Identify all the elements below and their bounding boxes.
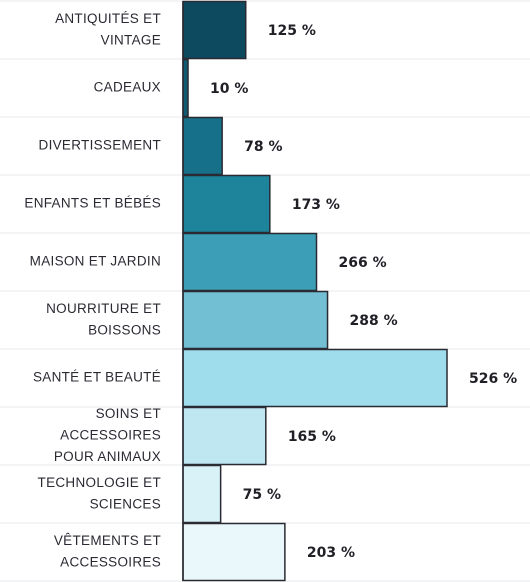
- category-labels: ANTIQUITÉS ET VINTAGE CADEAUX DIVERTISSEMEN…: [24, 11, 161, 570]
- category-label: VÊTEMENTS ET ACCESSOIRES: [54, 533, 161, 570]
- category-label: SANTÉ ET BEAUTÉ: [33, 370, 161, 385]
- value-label: 165 %: [288, 429, 336, 445]
- value-label: 266 %: [339, 255, 387, 271]
- value-label: 288 %: [350, 313, 398, 329]
- bar: [182, 464, 222, 524]
- category-label: SOINS ET ACCESSOIRES POUR ANIMAUX: [54, 406, 161, 464]
- category-label: NOURRITURE ET BOISSONS: [46, 301, 161, 338]
- category-label: TECHNOLOGIE ET SCIENCES: [38, 475, 161, 512]
- value-label: 203 %: [307, 545, 355, 561]
- bar: [182, 406, 267, 466]
- category-label: MAISON ET JARDIN: [30, 254, 161, 269]
- category-label: DIVERTISSEMENT: [39, 138, 161, 153]
- value-labels: 125 % 10 % 78 % 173 % 266 % 288 % 526 % 165 % 75…: [210, 23, 517, 561]
- value-label: 526 %: [469, 371, 517, 387]
- value-label: 75 %: [243, 487, 281, 503]
- category-label: CADEAUX: [94, 80, 161, 95]
- value-label: 10 %: [210, 81, 248, 97]
- value-label: 78 %: [244, 139, 282, 155]
- bar: [182, 116, 223, 176]
- bar: [182, 58, 189, 118]
- category-label: ENFANTS ET BÉBÉS: [24, 196, 161, 211]
- category-label: ANTIQUITÉS ET VINTAGE: [55, 11, 161, 48]
- bar: [182, 232, 318, 292]
- value-label: 125 %: [268, 23, 316, 39]
- bar: [182, 290, 329, 350]
- bar: [182, 522, 286, 582]
- bar: [182, 0, 247, 60]
- value-label: 173 %: [292, 197, 340, 213]
- bars: [182, 0, 448, 582]
- bar: [182, 174, 271, 234]
- bar: [182, 348, 448, 408]
